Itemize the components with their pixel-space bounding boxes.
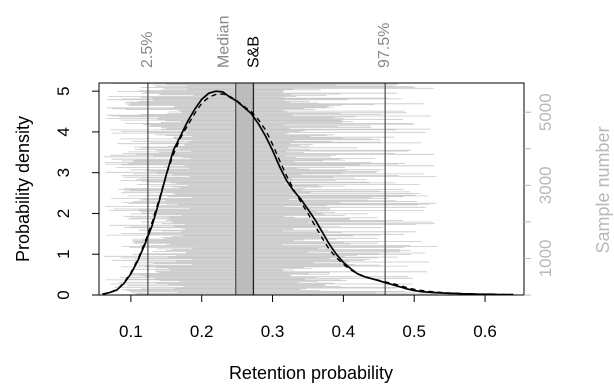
x-tick-label: 0.3 (261, 322, 285, 341)
x-tick-label: 0.5 (402, 322, 426, 341)
y-tick-label: 0 (54, 290, 73, 299)
right-tick-label: 1000 (536, 239, 555, 277)
x-tick-label: 0.1 (119, 322, 143, 341)
right-tick-label: 3000 (536, 166, 555, 204)
median-sb-band (235, 83, 254, 295)
y-tick-label: 5 (54, 86, 73, 95)
x-tick-label: 0.4 (332, 322, 356, 341)
vline-label-3: 97.5% (376, 23, 393, 68)
x-axis: 0.1 0.2 0.3 0.4 0.5 0.6 (119, 295, 497, 341)
right-axis: 1000 3000 5000 (524, 93, 555, 296)
plot-frame (98, 82, 525, 296)
right-tick-label: 5000 (536, 93, 555, 131)
vline-label-2: S&B (245, 36, 262, 68)
y-tick-label: 1 (54, 249, 73, 258)
vertical-lines: 2.5% Median S&B 97.5% (139, 16, 393, 295)
y-axis: 0 1 2 3 4 5 (54, 86, 99, 300)
vline-label-1: Median (216, 16, 233, 68)
density-series (102, 90, 514, 296)
x-tick-label: 0.2 (190, 322, 214, 341)
y-tick-label: 4 (54, 127, 73, 136)
y-tick-label: 2 (54, 209, 73, 218)
density-line-solid (102, 90, 514, 296)
shaded-interval (235, 83, 254, 295)
density-line-dashed (102, 93, 514, 296)
y-tick-label: 3 (54, 168, 73, 177)
sample-lines (103, 83, 438, 296)
y-axis-label: Probability density (13, 116, 33, 262)
x-tick-label: 0.6 (473, 322, 497, 341)
vline-label-0: 2.5% (139, 32, 156, 68)
x-axis-label: Retention probability (229, 363, 393, 383)
right-axis-label: Sample number (593, 126, 613, 253)
